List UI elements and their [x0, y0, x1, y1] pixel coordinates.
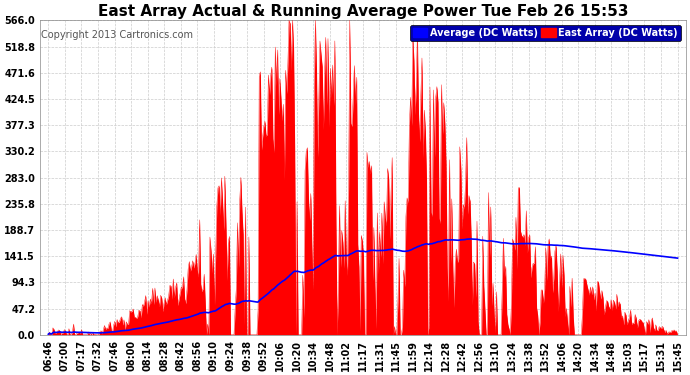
Title: East Array Actual & Running Average Power Tue Feb 26 15:53: East Array Actual & Running Average Powe… [98, 4, 628, 19]
Text: Copyright 2013 Cartronics.com: Copyright 2013 Cartronics.com [41, 30, 193, 40]
Legend: Average (DC Watts), East Array (DC Watts): Average (DC Watts), East Array (DC Watts… [410, 25, 681, 41]
